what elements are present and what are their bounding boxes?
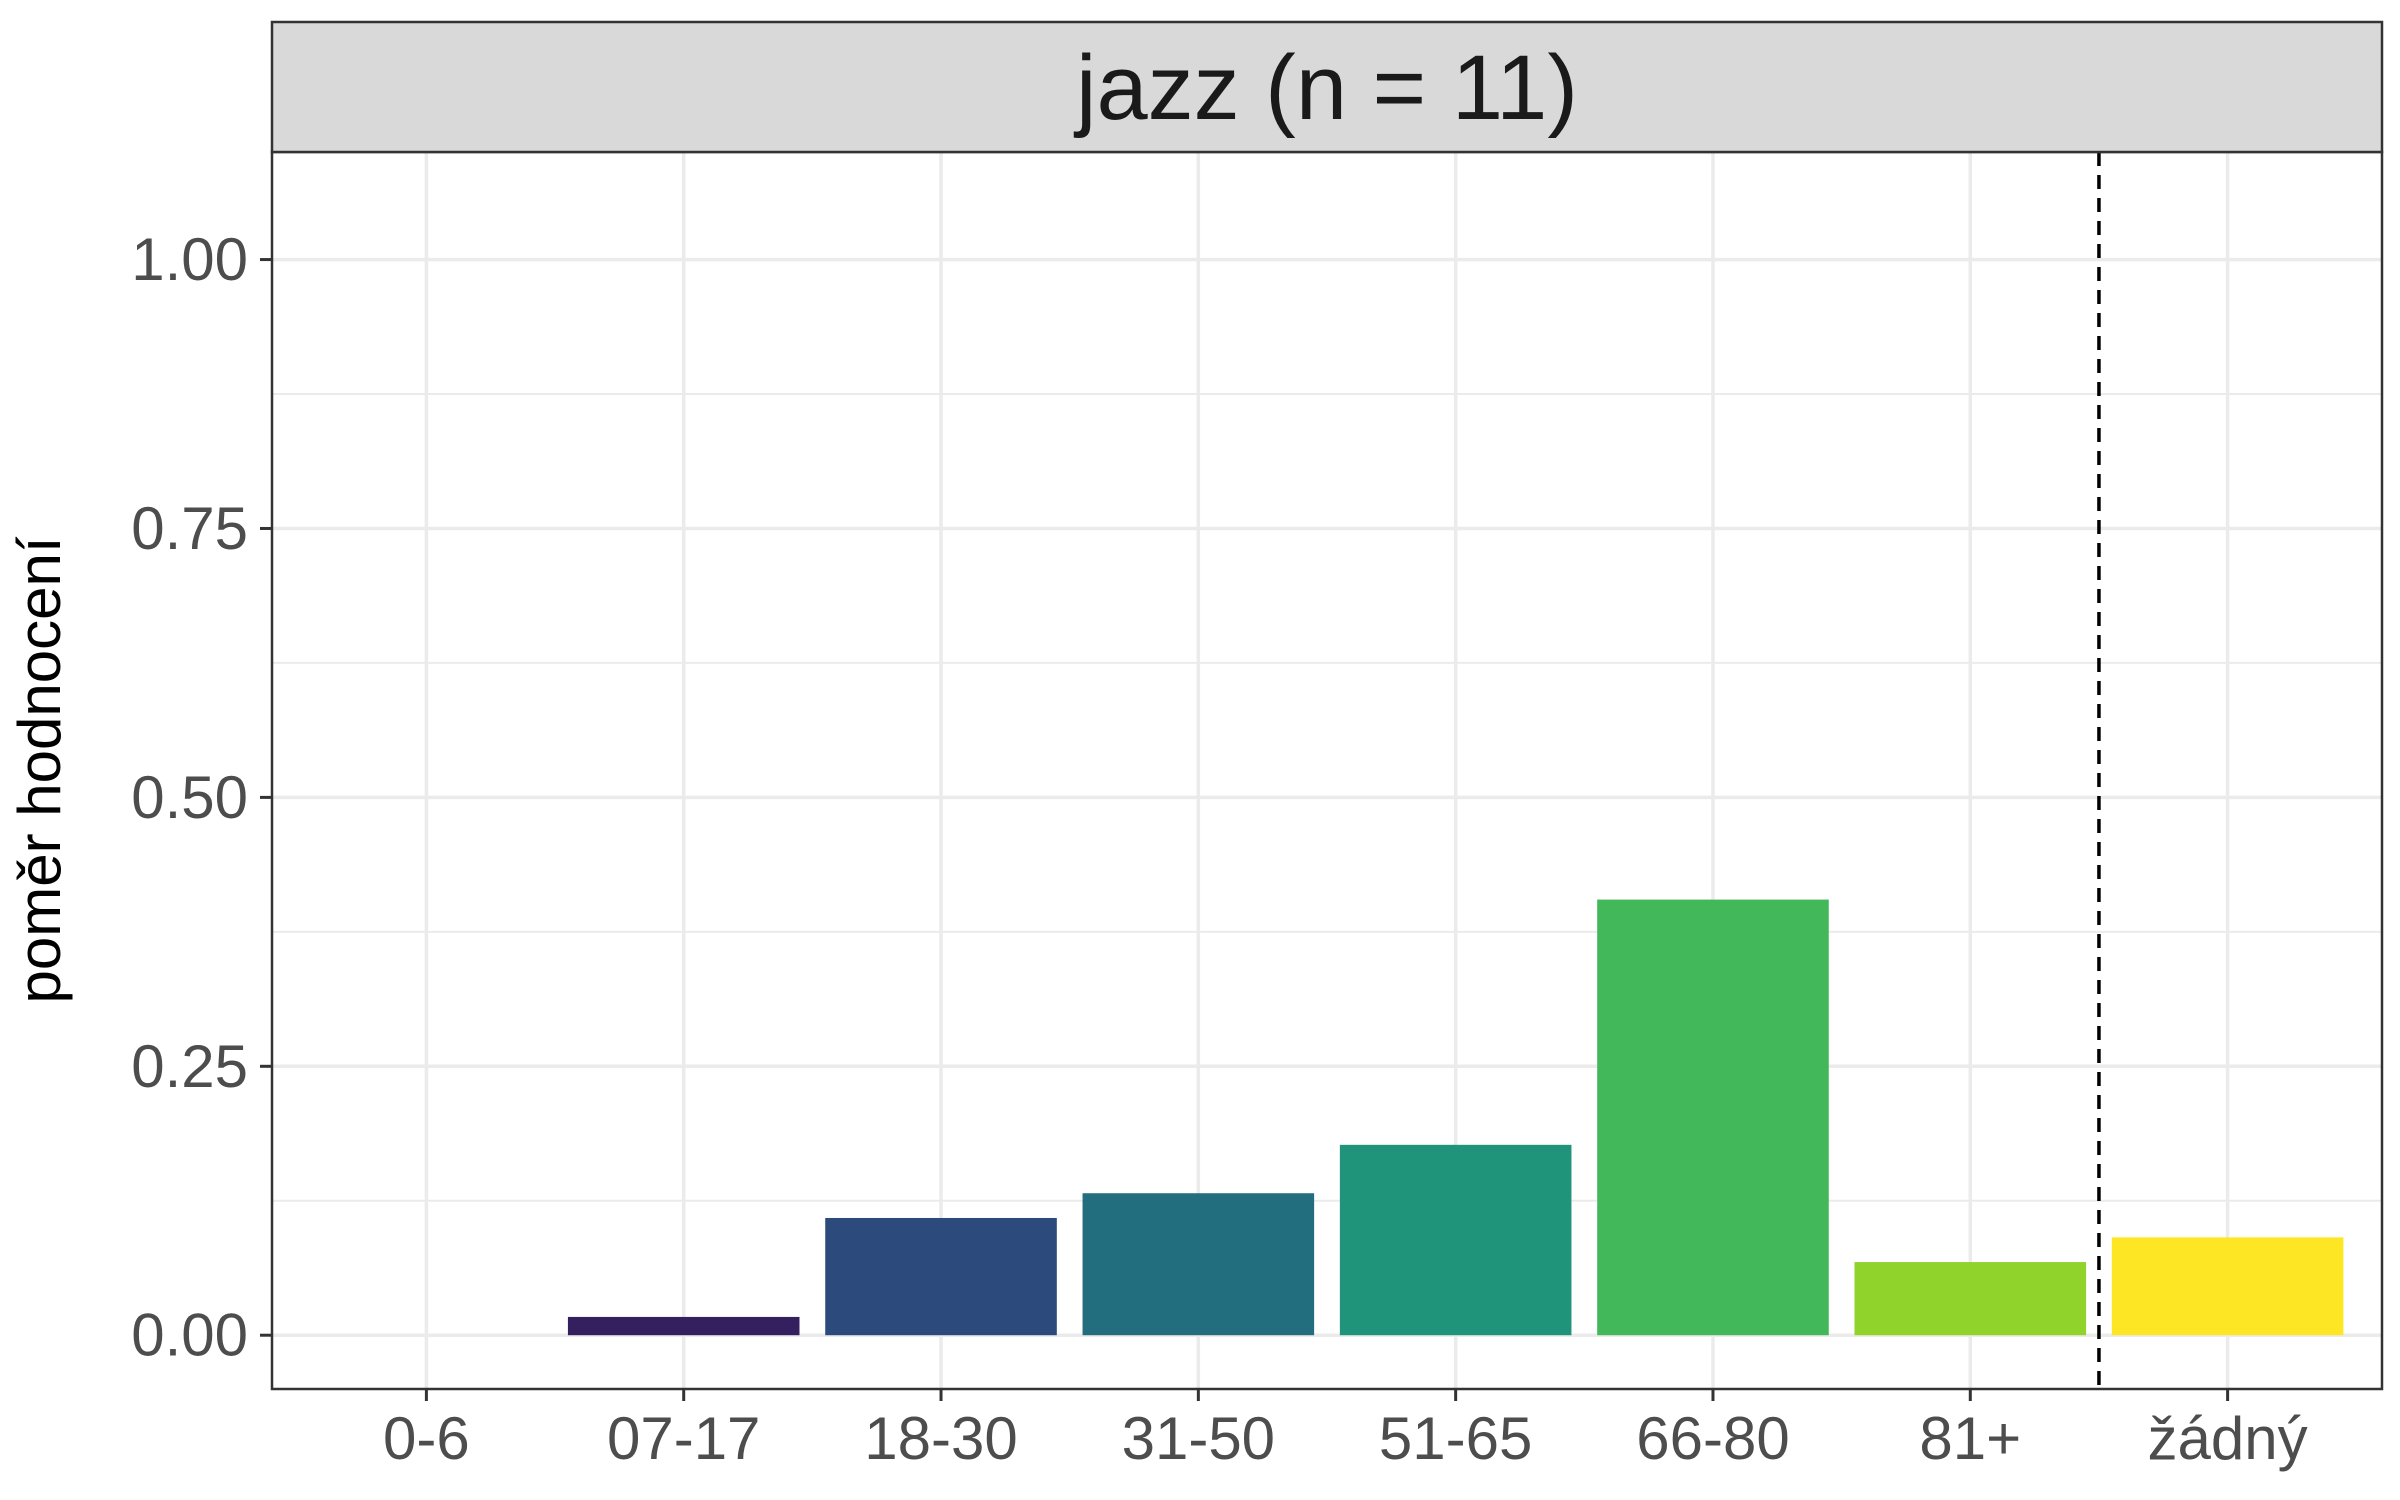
- y-tick-label: 1.00: [131, 226, 248, 293]
- bar-81+: [1854, 1262, 2087, 1336]
- facet-strip: jazz (n = 11): [270, 20, 2384, 154]
- y-tick-label: 0.00: [131, 1302, 248, 1369]
- bar-31-50: [1082, 1193, 1315, 1336]
- bar-18-30: [825, 1217, 1057, 1336]
- facet-strip-background: [270, 20, 2384, 154]
- bar-žádný: [2111, 1237, 2344, 1336]
- x-tick-label: žádný: [2148, 1405, 2308, 1472]
- x-tick-label: 31-50: [1122, 1405, 1275, 1472]
- bar-07-17: [567, 1316, 800, 1336]
- bar-66-80: [1597, 899, 1829, 1336]
- x-tick-label: 81+: [1919, 1405, 2021, 1472]
- y-axis: 0.00 0.25 0.50 0.75 1.00: [131, 226, 272, 1369]
- x-axis: 0-6 07-17 18-30 31-50 51-65 66-80 81+ žádný: [383, 1389, 2308, 1472]
- bar-51-65: [1339, 1144, 1572, 1336]
- bar-layer: [567, 899, 2344, 1336]
- x-tick-label: 51-65: [1379, 1405, 1532, 1472]
- x-tick-label: 07-17: [607, 1405, 760, 1472]
- y-axis-title: poměr hodnocení: [6, 536, 73, 1003]
- x-tick-label: 0-6: [383, 1405, 470, 1472]
- grid-layer: [272, 152, 2382, 1389]
- y-tick-label: 0.50: [131, 764, 248, 831]
- x-tick-label: 66-80: [1636, 1405, 1789, 1472]
- y-tick-label: 0.25: [131, 1033, 248, 1100]
- x-tick-label: 18-30: [864, 1405, 1017, 1472]
- y-tick-label: 0.75: [131, 495, 248, 562]
- facet-strip-title: jazz (n = 11): [1073, 37, 1578, 139]
